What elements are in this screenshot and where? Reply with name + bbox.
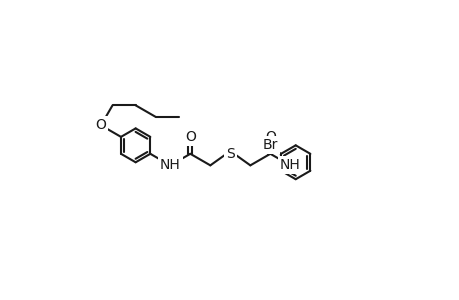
Text: O: O — [264, 130, 275, 144]
Text: NH: NH — [160, 158, 180, 172]
Text: O: O — [185, 130, 196, 144]
Text: S: S — [225, 147, 234, 161]
Text: Br: Br — [262, 138, 277, 152]
Text: NH: NH — [280, 158, 300, 172]
Text: O: O — [95, 118, 106, 132]
